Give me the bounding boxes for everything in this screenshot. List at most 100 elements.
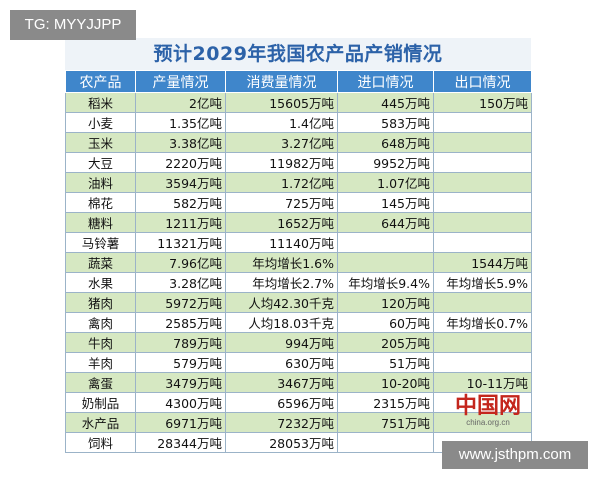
- table-cell: 猪肉: [65, 292, 136, 313]
- table-cell: 3.27亿吨: [225, 132, 338, 153]
- table-row: 羊肉 579万吨 630万吨 51万吨: [65, 352, 532, 373]
- table-cell: [433, 192, 532, 213]
- header-cell: 出口情况: [433, 70, 532, 93]
- table-cell: 1544万吨: [433, 252, 532, 273]
- table-cell: 4300万吨: [135, 392, 226, 413]
- table-cell: 年均增长1.6%: [225, 252, 338, 273]
- table: 农产品 产量情况 消费量情况 进口情况 出口情况 稻米 2亿吨 15605万吨 445万吨 15…: [65, 70, 532, 453]
- table-row: 糖料 1211万吨 1652万吨 644万吨: [65, 212, 532, 233]
- table-cell: 6971万吨: [135, 412, 226, 433]
- table-cell: 饲料: [65, 432, 136, 453]
- table-cell: 11140万吨: [225, 232, 338, 253]
- table-cell: 648万吨: [337, 132, 434, 153]
- table-cell: 奶制品: [65, 392, 136, 413]
- table-row: 油料 3594万吨 1.72亿吨 1.07亿吨: [65, 172, 532, 193]
- table-row: 牛肉 789万吨 994万吨 205万吨: [65, 332, 532, 353]
- table-cell: 2315万吨: [337, 392, 434, 413]
- logo: 中国网 china.org.cn: [452, 394, 524, 427]
- table-cell: 789万吨: [135, 332, 226, 353]
- table-cell: 小麦: [65, 112, 136, 133]
- table-cell: [337, 432, 434, 453]
- table-cell: 2亿吨: [135, 92, 226, 113]
- table-cell: 725万吨: [225, 192, 338, 213]
- table-cell: [433, 292, 532, 313]
- table-row: 棉花 582万吨 725万吨 145万吨: [65, 192, 532, 213]
- watermark: TG: MYYJJPP: [10, 10, 136, 40]
- table-cell: 2585万吨: [135, 312, 226, 333]
- table-cell: 水果: [65, 272, 136, 293]
- table-cell: 10-20吨: [337, 372, 434, 393]
- table-cell: 年均增长2.7%: [225, 272, 338, 293]
- table-cell: 油料: [65, 172, 136, 193]
- table-cell: 牛肉: [65, 332, 136, 353]
- table-cell: 583万吨: [337, 112, 434, 133]
- table-cell: [337, 252, 434, 273]
- table-row: 奶制品 4300万吨 6596万吨 2315万吨: [65, 392, 532, 413]
- table-cell: 9952万吨: [337, 152, 434, 173]
- table-cell: 1211万吨: [135, 212, 226, 233]
- table-cell: 51万吨: [337, 352, 434, 373]
- table-cell: [433, 352, 532, 373]
- table-cell: 28053万吨: [225, 432, 338, 453]
- table-cell: 205万吨: [337, 332, 434, 353]
- table-cell: 1.07亿吨: [337, 172, 434, 193]
- table-cell: 糖料: [65, 212, 136, 233]
- table-cell: 1.4亿吨: [225, 112, 338, 133]
- table-cell: 11321万吨: [135, 232, 226, 253]
- table-cell: 1.35亿吨: [135, 112, 226, 133]
- table-cell: 145万吨: [337, 192, 434, 213]
- table-image: 预计2029年我国农产品产销情况 农产品 产量情况 消费量情况 进口情况 出口情况 稻米…: [65, 38, 532, 453]
- table-cell: 3594万吨: [135, 172, 226, 193]
- table-cell: 6596万吨: [225, 392, 338, 413]
- watermark: www.jsthpm.com: [442, 441, 588, 469]
- table-cell: 7.96亿吨: [135, 252, 226, 273]
- logo-mark: 中国网: [454, 393, 521, 419]
- table-cell: 年均增长9.4%: [337, 272, 434, 293]
- table-cell: 2220万吨: [135, 152, 226, 173]
- table-cell: [433, 172, 532, 193]
- header-cell: 农产品: [65, 70, 136, 93]
- table-cell: 禽肉: [65, 312, 136, 333]
- table-cell: 7232万吨: [225, 412, 338, 433]
- header-cell: 进口情况: [337, 70, 434, 93]
- table-cell: 5972万吨: [135, 292, 226, 313]
- table-title: 预计2029年我国农产品产销情况: [65, 38, 531, 70]
- table-cell: 644万吨: [337, 212, 434, 233]
- table-cell: 150万吨: [433, 92, 532, 113]
- table-cell: 445万吨: [337, 92, 434, 113]
- table-cell: 水产品: [65, 412, 136, 433]
- table-cell: 羊肉: [65, 352, 136, 373]
- table-cell: [337, 232, 434, 253]
- table-row: 玉米 3.38亿吨 3.27亿吨 648万吨: [65, 132, 532, 153]
- table-cell: 蔬菜: [65, 252, 136, 273]
- table-cell: 751万吨: [337, 412, 434, 433]
- table-cell: [433, 212, 532, 233]
- table-row: 蔬菜 7.96亿吨 年均增长1.6% 1544万吨: [65, 252, 532, 273]
- logo-site: china.org.cn: [466, 418, 510, 427]
- table-cell: 3467万吨: [225, 372, 338, 393]
- table-cell: 3.38亿吨: [135, 132, 226, 153]
- table-cell: [433, 152, 532, 173]
- table-cell: 马铃薯: [65, 232, 136, 253]
- table-cell: 994万吨: [225, 332, 338, 353]
- table-cell: 棉花: [65, 192, 136, 213]
- header-cell: 产量情况: [135, 70, 226, 93]
- table-row: 小麦 1.35亿吨 1.4亿吨 583万吨: [65, 112, 532, 133]
- table-cell: 玉米: [65, 132, 136, 153]
- table-cell: 15605万吨: [225, 92, 338, 113]
- table-row: 稻米 2亿吨 15605万吨 445万吨 150万吨: [65, 92, 532, 113]
- table-cell: 3479万吨: [135, 372, 226, 393]
- table-cell: 11982万吨: [225, 152, 338, 173]
- table-row: 大豆 2220万吨 11982万吨 9952万吨: [65, 152, 532, 173]
- table-cell: 大豆: [65, 152, 136, 173]
- table-cell: 120万吨: [337, 292, 434, 313]
- table-cell: 年均增长0.7%: [433, 312, 532, 333]
- table-cell: 579万吨: [135, 352, 226, 373]
- table-cell: 60万吨: [337, 312, 434, 333]
- table-cell: 禽蛋: [65, 372, 136, 393]
- table-cell: [433, 332, 532, 353]
- table-cell: [433, 112, 532, 133]
- header-cell: 消费量情况: [225, 70, 338, 93]
- table-row: 猪肉 5972万吨 人均42.30千克 120万吨: [65, 292, 532, 313]
